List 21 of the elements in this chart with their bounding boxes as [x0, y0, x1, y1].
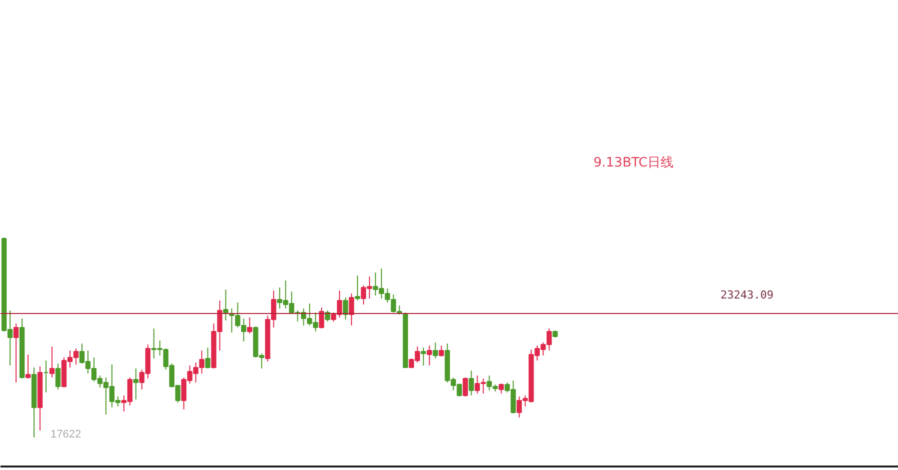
candlestick — [468, 370, 474, 396]
text: 23243.09 — [720, 288, 774, 302]
annotation: 17622 — [50, 428, 82, 440]
candlestick — [432, 342, 438, 359]
candlestick — [462, 377, 468, 397]
text: 9.13BTC日线 — [594, 156, 674, 170]
candlestick — [133, 368, 138, 400]
candlestick — [247, 317, 252, 334]
candlestick — [13, 323, 19, 383]
candlestick — [498, 383, 504, 394]
candlestick — [354, 275, 360, 301]
candlestick — [420, 347, 426, 366]
candlestick — [205, 347, 210, 369]
candlestick — [49, 346, 55, 378]
candlestick — [25, 354, 31, 379]
candlestick — [426, 345, 432, 366]
candlestick — [342, 297, 348, 320]
candlestick — [438, 345, 444, 357]
candlestick — [348, 293, 354, 326]
candlestick — [55, 363, 61, 390]
candlestick — [318, 307, 324, 329]
